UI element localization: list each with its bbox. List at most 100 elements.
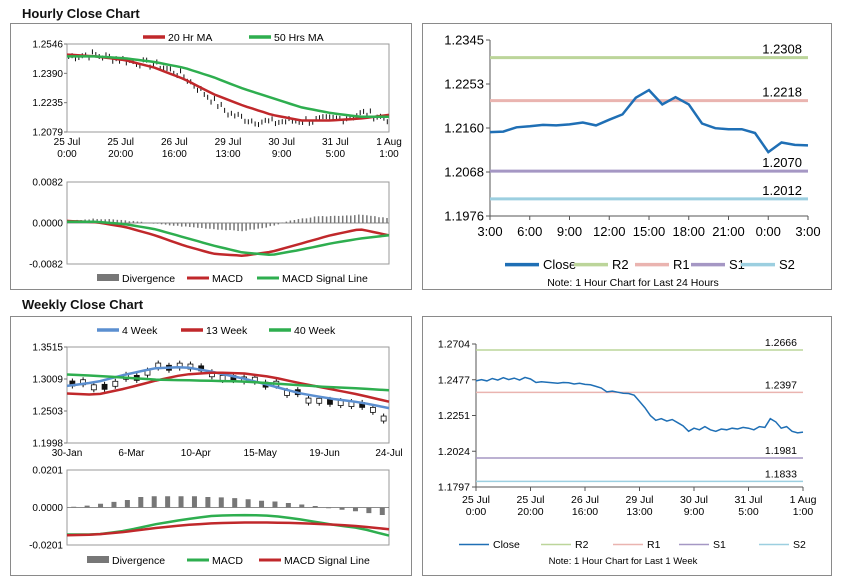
divergence-bar [120, 219, 123, 223]
divergence-bar [273, 223, 276, 226]
x-axis-tick: 1:00 [793, 506, 814, 518]
legend-label-ma50: 50 Hrs MA [274, 32, 324, 44]
week4-line [66, 365, 390, 410]
price-candle-body [327, 398, 333, 405]
legend-swatch-divergence [97, 274, 119, 281]
x-axis-tick: 6:00 [517, 224, 542, 239]
divergence-bar [301, 218, 304, 223]
x-axis-tick: 12:00 [593, 224, 626, 239]
divergence-bar [178, 496, 184, 508]
x-axis-label: 6-Mar [118, 448, 145, 459]
x-axis-tick: 15:00 [633, 224, 666, 239]
divergence-bar [285, 503, 291, 508]
ma20-line [66, 53, 390, 122]
divergence-bar [358, 214, 360, 223]
price-axis-tick: 1.1998 [32, 439, 63, 450]
price-candle-body [380, 415, 387, 422]
divergence-bar [193, 223, 195, 228]
pivot-label-s2: 1.1833 [765, 468, 797, 480]
divergence-bar [116, 219, 119, 223]
x-axis-label: 29 Jul [215, 137, 242, 148]
legend-label-s1: S1 [713, 539, 726, 551]
pivot-label-s2: 1.2012 [762, 183, 802, 198]
divergence-bar [386, 217, 388, 223]
week40-line [66, 373, 390, 392]
divergence-bar [341, 215, 344, 223]
divergence-bar [168, 223, 171, 226]
divergence-bar [136, 221, 139, 223]
x-axis-tick: 25 Jul [516, 494, 544, 506]
divergence-bar [172, 223, 175, 226]
weekly-section-title: Weekly Close Chart [22, 297, 144, 312]
macd-signal-line [66, 521, 390, 537]
legend-swatch-divergence [87, 556, 109, 563]
legend-label-ma20: 20 Hr MA [168, 32, 212, 44]
divergence-bar [305, 218, 308, 223]
legend-label-macd: MACD [212, 555, 243, 567]
pivot-label-s1: 1.1981 [765, 445, 797, 457]
divergence-bar [333, 215, 336, 223]
x-axis-label: 25 Jul [107, 137, 134, 148]
divergence-bar [339, 507, 345, 510]
divergence-bar [362, 214, 364, 223]
divergence-bar [152, 223, 155, 224]
macd-axis-tick: 0.0082 [32, 178, 63, 189]
weekly-ma-macd-panel: 4 Week 13 Week 40 Week 1.3515 1.3009 1.2503 1.… [10, 316, 412, 576]
divergence-bar [269, 223, 272, 227]
divergence-bar [253, 223, 255, 230]
legend-label-r2: R2 [575, 539, 589, 551]
divergence-bar [197, 223, 199, 228]
pivot-label-r2: 1.2308 [762, 42, 802, 57]
x-axis-tick: 26 Jul [571, 494, 599, 506]
x-axis-tick: 20:00 [517, 506, 543, 518]
x-axis-label: 25 Jul [54, 137, 81, 148]
x-axis-tick: 18:00 [672, 224, 705, 239]
price-candle-body [316, 397, 323, 404]
divergence-bar [366, 215, 368, 223]
x-axis-label: 15-May [244, 448, 277, 459]
divergence-bar [297, 219, 300, 223]
macd-signal-line [67, 220, 390, 256]
weekly-close-chart: 1.2704 1.2477 1.2251 1.2024 1.1797 1.2666 1.23… [438, 337, 817, 567]
divergence-bar [299, 504, 305, 508]
divergence-bar [221, 223, 223, 230]
week13-line [66, 371, 390, 403]
divergence-bar [98, 503, 104, 508]
x-axis-label: 20:00 [108, 149, 133, 160]
macd-axis-tick: 0.0000 [32, 503, 63, 514]
divergence-bar [156, 223, 159, 224]
legend-label-macd: MACD [212, 273, 243, 285]
divergence-bar [337, 215, 340, 223]
divergence-bar [232, 498, 238, 508]
divergence-bar [261, 223, 263, 229]
divergence-bar [164, 223, 167, 225]
legend-label-close: Close [493, 539, 520, 551]
divergence-bar [84, 505, 90, 508]
price-axis-tick: 1.3009 [32, 375, 63, 386]
x-axis-label: 1:00 [379, 149, 399, 160]
close-price-line [475, 376, 804, 434]
macd-axis-tick: -0.0201 [29, 541, 63, 552]
y-axis-tick: 1.1797 [438, 482, 470, 494]
divergence-bar [329, 215, 332, 223]
x-axis-tick: 3:00 [477, 224, 502, 239]
price-plot-frame [66, 43, 390, 133]
legend-label-r1: R1 [647, 539, 661, 551]
divergence-bar [272, 501, 278, 508]
divergence-bar [259, 500, 265, 508]
divergence-bar [326, 507, 332, 509]
price-candle-body [369, 406, 376, 413]
x-axis-tick: 29 Jul [625, 494, 653, 506]
divergence-bar [345, 215, 348, 223]
x-axis-label: 5:00 [326, 149, 346, 160]
divergence-bar [184, 223, 187, 227]
divergence-bar [382, 217, 384, 223]
legend-label-s2: S2 [793, 539, 806, 551]
x-axis-label: 31 Jul [322, 137, 349, 148]
divergence-bar [225, 223, 227, 231]
y-axis-tick: 1.2068 [444, 164, 484, 179]
divergence-bar [321, 216, 324, 223]
x-axis-tick: 0:00 [756, 224, 781, 239]
divergence-bar [180, 223, 183, 227]
price-plot-frame [66, 346, 390, 444]
